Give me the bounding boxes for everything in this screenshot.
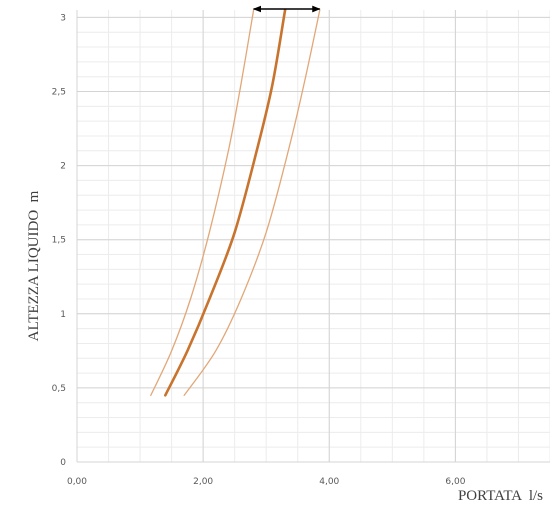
series-line-main — [164, 8, 287, 397]
x-tick-label: 0,00 — [67, 477, 87, 487]
x-axis-title: PORTATA l/s — [458, 488, 543, 504]
x-tick-label: 2,00 — [193, 477, 213, 487]
x-tick-label: 6,00 — [445, 477, 465, 487]
y-tick-label: 0 — [60, 458, 66, 468]
minor-gridlines — [76, 10, 550, 463]
y-axis-ticks: 0 0,5 1 1,5 2 2,5 3 — [52, 13, 67, 468]
major-gridlines — [76, 10, 550, 463]
series-line-upper-bound — [183, 9, 321, 396]
y-axis-title: ALTEZZA LIQUIDO m — [26, 190, 42, 341]
y-tick-label: 2 — [60, 162, 66, 172]
y-tick-label: 1,5 — [52, 236, 66, 246]
y-tick-label: 2,5 — [52, 88, 66, 98]
x-axis-ticks: 0,00 2,00 4,00 6,00 — [67, 477, 466, 487]
y-tick-label: 1 — [60, 310, 66, 320]
x-tick-label: 4,00 — [319, 477, 339, 487]
series-layer — [150, 8, 321, 397]
y-tick-label: 3 — [60, 13, 66, 23]
series-line-lower-bound — [150, 9, 255, 396]
y-tick-label: 0,5 — [52, 384, 66, 394]
